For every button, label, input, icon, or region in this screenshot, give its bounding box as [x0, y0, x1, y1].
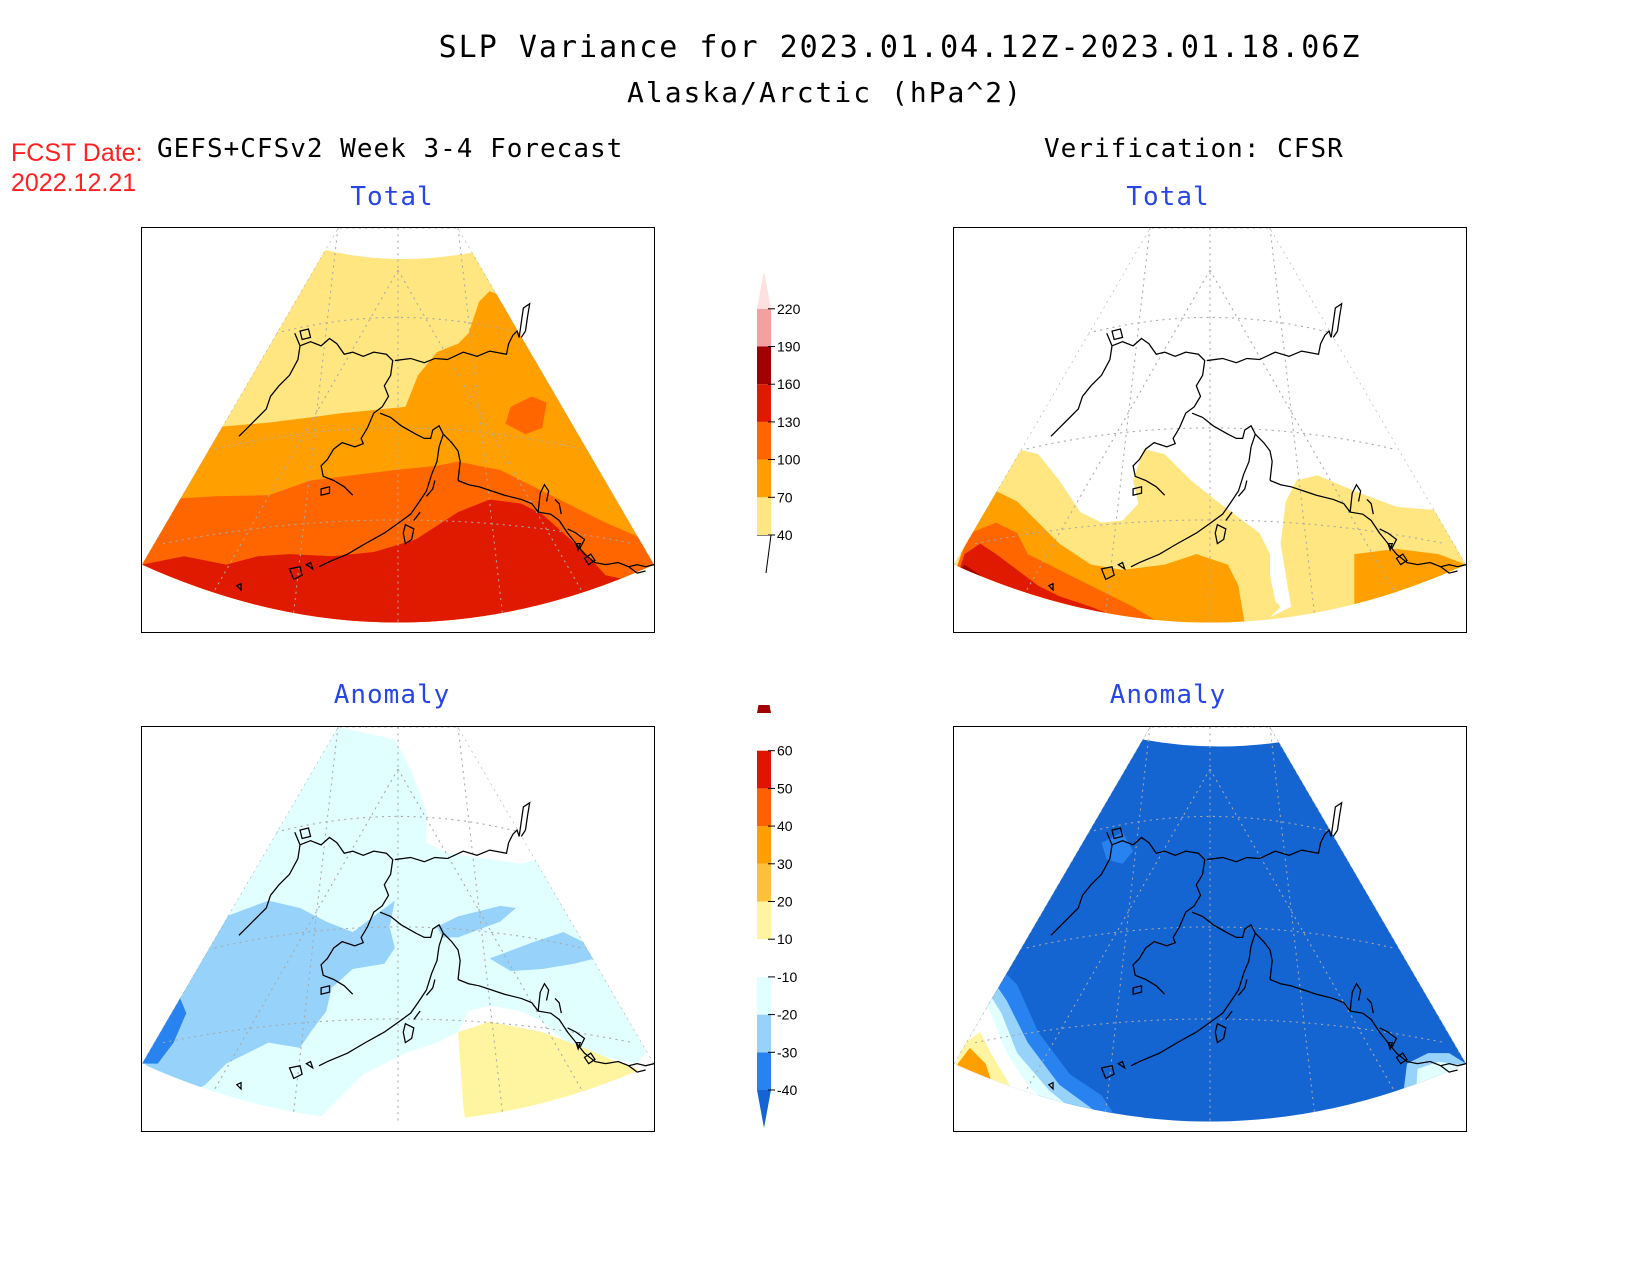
total-colorbar-label: 130: [777, 414, 801, 430]
anomaly-colorbar-label: 10: [777, 931, 793, 947]
anomaly-colorbar-band: [757, 788, 771, 827]
anomaly-colorbar-band: [757, 976, 771, 1015]
total-colorbar-label: 220: [777, 301, 801, 317]
total-colorbar-low-tip: [757, 534, 772, 574]
verif-anomaly-map: [953, 726, 1467, 1132]
total-colorbar-band: [757, 346, 771, 385]
total-colorbar-band: [757, 459, 771, 498]
anomaly-colorbar-label: -20: [777, 1007, 797, 1023]
anomaly-colorbar-label: -30: [777, 1044, 797, 1060]
total-colorbar-label: 70: [777, 489, 793, 505]
fcst-anomaly-map: [141, 726, 655, 1132]
forecast-date: FCST Date: 2022.12.21: [11, 138, 143, 198]
anomaly-colorbar-label: 30: [777, 856, 793, 872]
anomaly-colorbar-band: [757, 1014, 771, 1053]
total-colorbar-band: [757, 384, 771, 422]
anomaly-colorbar-label: -40: [777, 1082, 797, 1098]
anomaly-colorbar-band: [757, 901, 771, 940]
fcst-total-map: [141, 227, 655, 633]
anomaly-colorbar-label: 60: [777, 743, 793, 759]
fcst-anomaly-title: Anomaly: [333, 680, 451, 710]
total-colorbar-band: [757, 421, 771, 460]
anomaly-colorbar-band: [757, 750, 771, 789]
anomaly-colorbar-label: 40: [777, 818, 793, 834]
verification-header: Verification: CFSR: [1044, 134, 1344, 164]
forecast-model-header: GEFS+CFSv2 Week 3-4 Forecast: [157, 134, 624, 164]
total-colorbar-label: 100: [777, 452, 801, 468]
anomaly-colorbar-label: -10: [777, 969, 797, 985]
main-title: SLP Variance for 2023.01.04.12Z-2023.01.…: [438, 30, 1362, 65]
verif-total-title: Total: [1126, 182, 1210, 212]
anomaly-colorbar: -40 -30 -20 -10 10 20 30 40 50 60: [757, 705, 797, 1128]
total-colorbar-label: 190: [777, 339, 801, 355]
anomaly-colorbar-label: 50: [777, 780, 793, 796]
forecast-date-label: FCST Date:: [11, 139, 143, 167]
anomaly-colorbar-band: [757, 1052, 771, 1090]
anomaly-colorbar-band: [757, 863, 771, 902]
fcst-anomaly-svg: [142, 727, 654, 1122]
total-colorbar-bands: [757, 271, 772, 574]
total-colorbar-band: [757, 308, 771, 347]
total-colorbar: 40 70 100 130 160 190 220: [757, 271, 801, 574]
anomaly-colorbar-bands: [757, 705, 771, 1128]
anomaly-colorbar-band: [757, 939, 771, 977]
verif-anomaly-title: Anomaly: [1109, 680, 1227, 710]
anomaly-colorbar-high-tip: [757, 705, 771, 713]
fcst-total-title: Total: [350, 182, 434, 212]
total-colorbar-label: 160: [777, 376, 801, 392]
anomaly-colorbar-label: 20: [777, 894, 793, 910]
fcst-total-svg: [142, 228, 654, 623]
total-colorbar-band: [757, 497, 771, 535]
forecast-date-value: 2022.12.21: [11, 169, 137, 197]
anomaly-colorbar-band: [757, 826, 771, 864]
total-colorbar-label: 40: [777, 527, 793, 543]
verif-total-svg: [954, 228, 1466, 623]
total-colorbar-high-tip: [757, 271, 771, 309]
main-subtitle: Alaska/Arctic (hPa^2): [626, 76, 1023, 109]
verif-anomaly-svg: [954, 727, 1466, 1122]
anomaly-colorbar-low-tip: [757, 1090, 771, 1128]
anomaly-colorbar-labels: -40 -30 -20 -10 10 20 30 40 50 60: [768, 743, 797, 1098]
verif-total-map: [953, 227, 1467, 633]
total-colorbar-labels: 40 70 100 130 160 190 220: [768, 301, 801, 543]
